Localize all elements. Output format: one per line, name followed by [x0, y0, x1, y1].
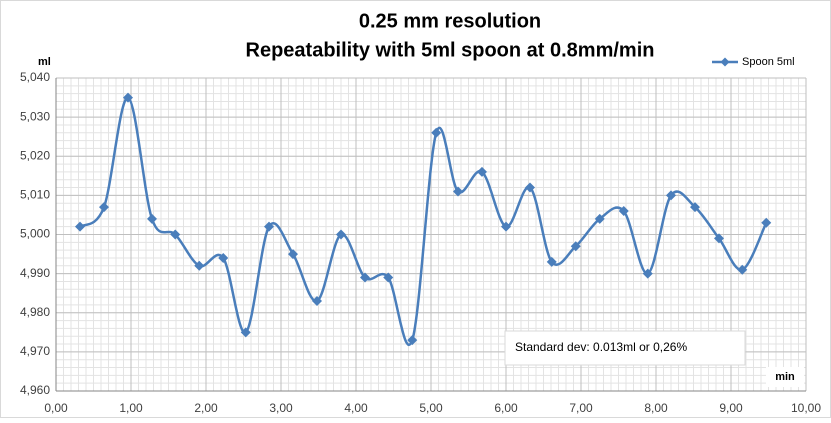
x-tick-label: 8,00: [644, 401, 668, 415]
data-point: [666, 190, 676, 201]
data-point: [525, 182, 535, 193]
x-tick-label: 10,00: [791, 401, 821, 415]
data-point: [99, 202, 109, 213]
data-point: [240, 327, 251, 338]
data-point: [170, 229, 181, 240]
x-tick-label: 9,00: [719, 401, 743, 415]
legend-label: Spoon 5ml: [742, 56, 795, 68]
x-tick-label: 1,00: [119, 401, 143, 415]
data-point: [75, 221, 85, 232]
x-tick-label: 0,00: [44, 401, 68, 415]
data-point: [194, 260, 205, 271]
y-axis-label: ml: [38, 56, 51, 68]
data-point: [288, 249, 298, 260]
data-point: [312, 296, 322, 307]
y-tick-label: 4,970: [20, 344, 50, 358]
data-point: [147, 213, 157, 224]
x-label-box: [766, 367, 804, 387]
x-tick-label: 5,00: [419, 401, 443, 415]
y-tick-label: 4,980: [20, 305, 50, 319]
y-tick-label: 5,010: [20, 188, 50, 202]
data-point: [546, 256, 557, 267]
data-point: [594, 213, 605, 224]
data-point: [336, 229, 346, 240]
data-point: [761, 217, 772, 228]
data-point: [714, 233, 724, 244]
y-tick-label: 4,960: [20, 383, 50, 397]
legend-marker: [720, 57, 730, 67]
data-point: [264, 221, 274, 232]
x-tick-label: 3,00: [269, 401, 293, 415]
chart-title: 0.25 mm resolution: [359, 10, 541, 32]
data-point: [690, 202, 700, 213]
data-point: [218, 252, 229, 263]
data-point: [642, 268, 653, 279]
data-point: [383, 272, 394, 283]
x-tick-label: 7,00: [569, 401, 593, 415]
y-tick-label: 4,990: [20, 266, 50, 280]
data-point: [737, 264, 748, 275]
data-point: [570, 241, 581, 252]
data-point: [477, 166, 487, 177]
y-tick-label: 5,020: [20, 148, 50, 162]
data-point: [407, 335, 418, 346]
x-tick-label: 6,00: [494, 401, 518, 415]
data-point: [501, 221, 511, 232]
annotation-box: [504, 330, 746, 366]
annotation: Standard dev: 0.013ml or 0,26%: [515, 340, 687, 354]
grid: [55, 77, 807, 392]
y-tick-label: 5,030: [20, 109, 50, 123]
y-tick-label: 5,000: [20, 227, 50, 241]
chart-title: Repeatability with 5ml spoon at 0.8mm/mi…: [246, 39, 655, 61]
x-tick-label: 2,00: [194, 401, 218, 415]
x-tick-label: 4,00: [344, 401, 368, 415]
data-point: [431, 127, 442, 138]
data-point: [360, 272, 370, 283]
y-tick-label: 5,040: [20, 70, 50, 84]
data-point: [123, 92, 133, 103]
x-axis-label: min: [775, 371, 795, 383]
data-point: [618, 206, 629, 217]
data-point: [453, 186, 463, 197]
